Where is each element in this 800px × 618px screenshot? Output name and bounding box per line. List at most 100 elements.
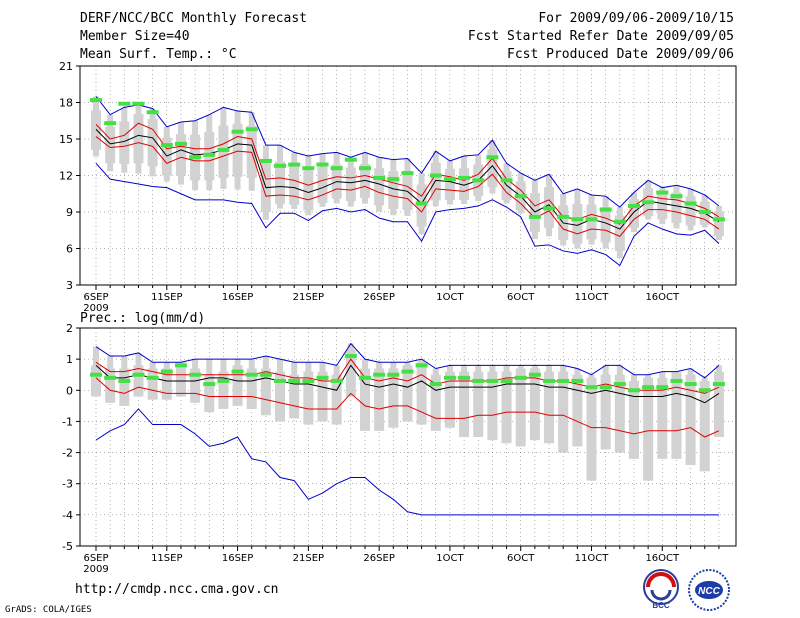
median-marker: [90, 372, 102, 377]
median-marker: [571, 378, 584, 383]
median-marker: [189, 372, 202, 377]
median-marker: [203, 152, 216, 157]
median-marker: [344, 157, 357, 162]
median-marker: [585, 385, 598, 390]
box-body: [388, 368, 399, 428]
median-marker: [599, 385, 612, 390]
y-tick-label: 6: [66, 243, 73, 256]
median-marker: [458, 175, 471, 180]
box-body: [685, 196, 696, 226]
box-body: [105, 368, 116, 403]
y-tick-label: 15: [59, 133, 73, 146]
box-body: [572, 374, 583, 447]
box-body: [628, 199, 639, 228]
median-marker: [712, 382, 725, 387]
box-body: [600, 374, 611, 450]
chart-title: DERF/NCC/BCC Monthly Forecast: [80, 11, 307, 26]
x-tick-label: 11SEP: [151, 292, 182, 303]
y-tick-label: 3: [66, 279, 73, 292]
median-marker: [217, 147, 230, 152]
box-body: [161, 137, 172, 176]
box-body: [671, 371, 682, 459]
y-tick-label: -5: [62, 540, 73, 553]
y-tick-label: -1: [62, 415, 73, 428]
median-marker: [358, 166, 371, 171]
x-tick-label: 11OCT: [575, 292, 610, 303]
box-body: [345, 167, 356, 202]
median-marker: [174, 363, 187, 368]
box-body: [388, 171, 399, 209]
min-line: [95, 162, 720, 267]
median-marker: [698, 388, 711, 393]
max-line: [95, 342, 720, 379]
median-marker: [627, 388, 640, 393]
ncc-logo: NCC: [688, 569, 730, 611]
y-tick-label: -4: [62, 509, 73, 522]
box-body: [374, 368, 385, 431]
median-marker: [514, 194, 527, 199]
median-marker: [387, 372, 400, 377]
x-tick-label: 1OCT: [436, 292, 464, 303]
x-tick-label: 6OCT: [507, 292, 535, 303]
x-tick-label: 6OCT: [507, 553, 535, 564]
box-body: [430, 374, 441, 431]
median-marker: [245, 372, 258, 377]
box-body: [105, 126, 116, 164]
box-body: [713, 211, 724, 237]
y-tick-label: 1: [66, 353, 73, 366]
median-marker: [373, 175, 386, 180]
source-url[interactable]: http://cmdp.ncc.cma.gov.cn: [75, 582, 279, 597]
median-marker: [698, 210, 711, 214]
bcc-logo-text: BCC: [652, 601, 670, 610]
median-marker: [132, 372, 145, 377]
box-body: [459, 168, 470, 200]
median-marker: [203, 382, 216, 387]
variable-label: Mean Surf. Temp.: °C: [80, 47, 237, 62]
median-marker: [458, 375, 471, 380]
median-marker: [514, 375, 527, 380]
box-body: [175, 134, 186, 176]
box-body: [459, 371, 470, 437]
y-tick-label: 9: [66, 206, 73, 219]
median-marker: [500, 378, 513, 383]
median-marker: [316, 375, 329, 380]
median-marker: [104, 375, 117, 380]
box-body: [246, 125, 257, 178]
bcc-logo: BCC: [643, 569, 679, 610]
box-body: [147, 368, 158, 400]
box-body: [91, 110, 101, 150]
box-body: [671, 192, 682, 223]
median-marker: [387, 177, 400, 182]
median-marker: [613, 382, 626, 387]
box-body: [303, 170, 314, 211]
x-tick-sublabel: 2009: [83, 303, 108, 314]
mean-line: [95, 364, 720, 404]
min-line: [95, 408, 719, 516]
median-marker: [656, 385, 669, 390]
box-body: [345, 349, 356, 397]
median-marker: [146, 375, 159, 380]
box-body: [147, 118, 158, 167]
box-body: [416, 184, 427, 227]
box-body: [572, 204, 583, 244]
median-marker: [274, 378, 287, 383]
mean-line: [95, 128, 720, 230]
box-body: [402, 365, 413, 422]
box-body: [91, 365, 101, 397]
x-tick-label: 6SEP: [83, 292, 108, 303]
box-body: [444, 371, 455, 428]
box-body: [359, 163, 370, 199]
box-body: [246, 368, 257, 409]
median-marker: [571, 217, 584, 222]
median-marker: [302, 166, 315, 171]
x-tick-label: 16OCT: [645, 292, 680, 303]
box-body: [473, 371, 484, 437]
plot-frame: [79, 327, 737, 547]
lower-spread-line: [95, 377, 720, 438]
precip-title: Prec.: log(mm/d): [80, 311, 205, 326]
median-marker: [358, 375, 371, 380]
median-marker: [344, 354, 357, 359]
box-body: [529, 368, 540, 441]
box-body: [487, 371, 498, 441]
